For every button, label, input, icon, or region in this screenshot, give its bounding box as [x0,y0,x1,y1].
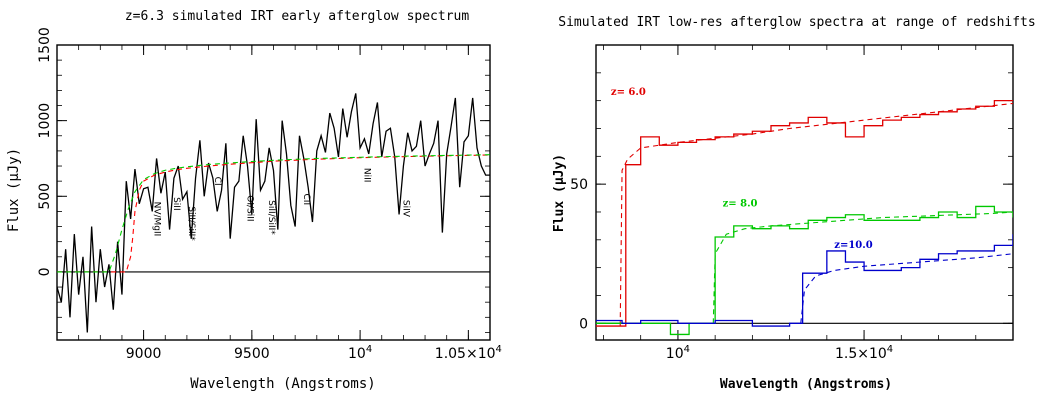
right-series-line-5 [800,253,1013,324]
line-annotation: CI [212,177,222,186]
left-x-tick-exponent: 4 [366,344,372,355]
left-chart-title: z=6.3 simulated IRT early afterglow spec… [125,9,470,24]
left-plot-frame [56,44,491,341]
line-annotation: SiII [171,197,181,211]
left-series-line-1 [57,154,490,273]
line-annotation: SiII/SiII* [266,200,276,235]
left-y-tick-label: 500 [37,183,53,210]
right-chart-title: Simulated IRT low-res afterglow spectra … [558,15,1035,30]
redshift-label: z= 6.0 [611,87,646,98]
right-series-line-2 [596,205,1013,336]
right-y-tick-label: 50 [570,177,588,193]
left-series-line-2 [57,154,490,273]
right-series-line-1 [619,102,1013,327]
right-y-axis-label: Flux (μJy) [552,154,567,232]
line-annotation: NiII [361,168,371,183]
left-x-axis-label: Wavelength (Angstroms) [190,376,375,392]
left-x-tick-label: 1.05×104 [435,344,502,362]
right-series-group [596,100,1013,336]
left-x-tick-label: 104 [348,344,372,362]
right-series-line-4 [596,234,1013,327]
right-x-tick-exponent: 4 [887,344,893,355]
left-x-tick-label: 9000 [126,346,162,362]
right-y-tick-label: 0 [579,316,588,332]
right-series-line-0 [596,100,1013,327]
line-annotation: SiII/SiII* [186,206,196,241]
right-plot-area: 104 1.5×104 0 50 z= 6.0 z= 8.0 z=10.0 [570,44,1014,362]
redshift-label: z=10.0 [834,240,872,251]
left-plot-area: 9000 9500 104 1.05×104 0 500 1000 1500 [37,27,502,362]
line-annotation: SiIV [400,200,410,218]
right-x-tick-exponent: 4 [684,344,690,355]
line-annotation: CII [301,194,311,206]
right-x-tick-label: 104 [666,344,690,362]
left-y-tick-label: 1500 [37,27,53,63]
left-x-tick-exponent: 4 [496,344,502,355]
redshift-label: z= 8.0 [723,198,758,209]
line-annotation: OI/SiII [245,195,255,221]
right-plot-frame [595,44,1014,341]
left-y-axis-label: Flux (μJy) [6,148,22,232]
right-x-tick-label: 1.5×104 [835,344,893,362]
line-annotation: NV/MgII [151,202,161,237]
right-series-line-3 [712,211,1013,324]
left-x-tick-label: 9500 [234,346,270,362]
left-y-tick-label: 0 [37,267,53,276]
left-series-group [57,93,490,333]
right-x-axis-label: Wavelength (Angstroms) [720,377,892,392]
left-y-tick-label: 1000 [37,103,53,139]
